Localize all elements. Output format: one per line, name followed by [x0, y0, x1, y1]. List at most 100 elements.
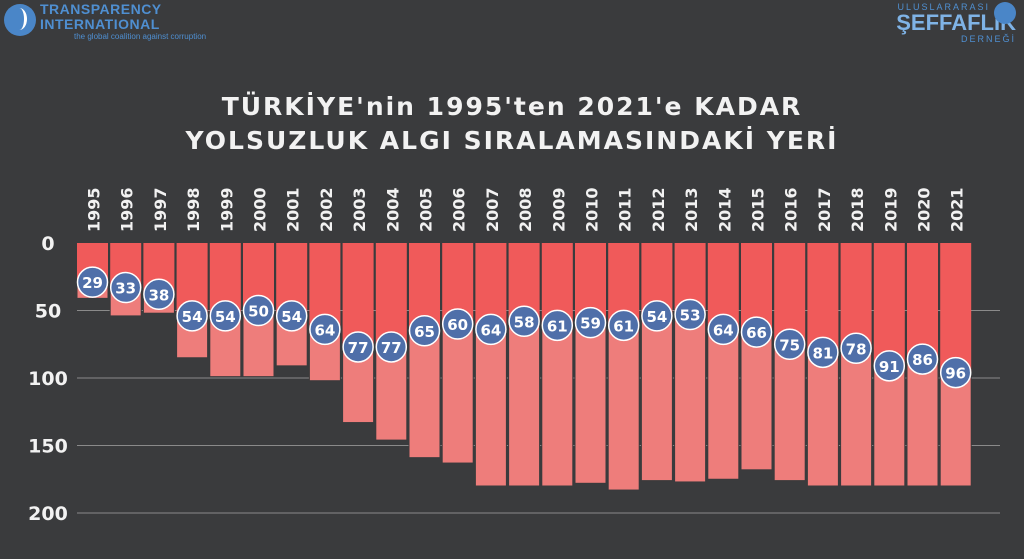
data-label: 61: [613, 317, 634, 335]
country-count-bar: [806, 351, 839, 487]
data-label: 96: [945, 365, 966, 383]
rank-marker: [309, 313, 341, 346]
country-count-bar: [674, 314, 707, 483]
right-logo-line2: ŞEFFAFLIK: [896, 10, 1016, 35]
rank-marker: [143, 278, 175, 311]
x-tick-label: 2002: [317, 187, 336, 232]
x-tick-label: 2018: [848, 187, 867, 232]
data-label: 81: [812, 344, 833, 362]
chart-title-line1: TÜRKİYE'nin 1995'ten 2021'e KADAR: [221, 92, 803, 121]
data-label: 53: [680, 307, 701, 325]
data-label: 91: [879, 358, 900, 376]
data-label: 54: [646, 308, 667, 326]
rank-marker: [475, 313, 507, 346]
data-label: 58: [514, 313, 535, 331]
data-label: 64: [314, 321, 335, 339]
right-logo-line1: ULUSLARARASI: [897, 2, 990, 12]
country-count-bar: [707, 328, 740, 480]
x-tick-label: 2007: [483, 187, 502, 232]
data-label: 54: [215, 308, 236, 326]
data-label: 64: [480, 321, 501, 339]
y-tick-label: 100: [28, 368, 68, 390]
rank-marker: [674, 298, 706, 331]
chart-title-line2: YOLSUZLUK ALGI SIRALAMASINDAKİ YERİ: [185, 126, 839, 155]
country-count-bar: [840, 347, 873, 487]
y-tick-label: 200: [28, 503, 68, 525]
x-tick-label: 2012: [649, 187, 668, 232]
x-tick-label: 2001: [284, 187, 303, 232]
x-tick-label: 1997: [151, 187, 170, 232]
data-label: 59: [580, 315, 601, 333]
rank-marker: [342, 331, 374, 363]
y-tick-label: 0: [41, 233, 54, 255]
rank-marker: [541, 309, 574, 342]
data-label: 61: [547, 317, 568, 335]
country-count-bar: [574, 322, 607, 484]
rank-bar: [342, 243, 374, 347]
data-label: 54: [281, 308, 302, 326]
rank-marker: [607, 309, 640, 342]
y-tick-label: 50: [35, 301, 61, 323]
country-count-bar: [474, 328, 507, 487]
rank-marker: [375, 331, 408, 363]
x-tick-label: 2016: [782, 187, 801, 232]
x-tick-label: 2020: [915, 187, 934, 232]
rank-bar: [840, 243, 872, 349]
rank-marker: [740, 316, 773, 348]
data-label: 60: [447, 316, 468, 334]
rank-marker: [275, 300, 308, 332]
rank-marker: [906, 343, 939, 375]
transparency-international-logo: TRANSPARENCY INTERNATIONAL the global co…: [4, 2, 206, 42]
rank-marker: [242, 294, 275, 327]
data-label: 78: [846, 340, 867, 358]
data-label: 64: [713, 321, 734, 339]
data-label: 86: [912, 351, 933, 369]
country-count-bar: [408, 330, 441, 459]
logo-line1: TRANSPARENCY: [40, 1, 162, 17]
x-tick-label: 2000: [251, 187, 270, 232]
x-tick-label: 1996: [118, 187, 137, 232]
x-tick-label: 2004: [383, 187, 402, 232]
data-label: 50: [248, 303, 269, 321]
rank-bar: [774, 243, 806, 345]
rank-marker: [707, 313, 740, 346]
data-label: 38: [148, 286, 169, 304]
x-tick-label: 2013: [682, 187, 701, 232]
seffaflik-globe-icon: [994, 2, 1016, 24]
x-tick-label: 2005: [417, 187, 436, 232]
rank-bar: [873, 243, 905, 366]
x-tick-label: 2009: [549, 187, 568, 232]
logo-line2: INTERNATIONAL: [40, 16, 160, 32]
rank-marker: [441, 308, 474, 340]
rank-marker: [939, 356, 972, 389]
country-count-bar: [906, 358, 939, 487]
country-count-bar: [740, 331, 773, 471]
x-tick-label: 2006: [450, 187, 469, 232]
rank-marker: [408, 315, 441, 347]
seffaflik-dernegi-logo: ULUSLARARASI ŞEFFAFLIK DERNEĞİ: [896, 2, 1016, 44]
x-tick-label: 1995: [85, 187, 104, 232]
rank-marker: [574, 306, 607, 339]
country-count-bar: [939, 372, 972, 487]
data-label: 33: [115, 280, 136, 298]
data-label: 77: [381, 339, 402, 357]
x-tick-label: 2021: [948, 187, 967, 232]
rank-marker: [641, 300, 673, 332]
chart-title: TÜRKİYE'nin 1995'ten 2021'e KADAR YOLSUZ…: [0, 90, 1024, 158]
rank-marker: [773, 328, 806, 360]
country-count-bar: [541, 324, 574, 487]
x-tick-label: 2011: [616, 187, 635, 232]
rank-marker: [840, 332, 872, 365]
x-tick-label: 2010: [583, 187, 602, 232]
x-tick-label: 2003: [350, 187, 369, 232]
country-count-bar: [607, 324, 640, 491]
rank-marker: [807, 336, 839, 369]
x-tick-label: 2017: [815, 187, 834, 232]
x-tick-label: 1999: [217, 187, 236, 232]
data-label: 54: [182, 308, 203, 326]
rank-bar: [807, 243, 839, 353]
rank-bar: [375, 243, 407, 347]
rank-marker: [176, 300, 208, 332]
country-count-bar: [640, 315, 673, 482]
country-count-bar: [873, 365, 906, 487]
